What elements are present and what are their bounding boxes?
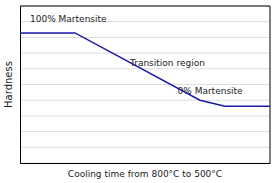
axis-line: [21, 163, 271, 164]
grid-line: [20, 100, 270, 101]
grid: [20, 6, 270, 163]
y-axis: [20, 7, 22, 164]
grid-line: [20, 6, 270, 7]
grid-line: [20, 37, 270, 38]
axis-line: [20, 7, 21, 164]
marks: [20, 33, 270, 106]
grid-line: [20, 163, 270, 164]
x-axis-title: Cooling time from 800°C to 500°C: [68, 169, 222, 179]
annotation: Transition region: [129, 58, 205, 68]
line: [20, 33, 270, 106]
frame: [20, 6, 270, 7]
x-axis: [21, 163, 271, 164]
annotations: 100% Martensite Transition region 0% Marte…: [30, 14, 243, 96]
annotation: 100% Martensite: [30, 14, 107, 24]
grid-line: [20, 84, 270, 85]
plot-area: 100% Martensite Transition region 0% Marte…: [20, 6, 271, 164]
chart: 100% Martensite Transition region 0% Marte…: [0, 0, 278, 183]
grid-line: [20, 131, 270, 132]
y-axis-title: Hardness: [3, 61, 14, 108]
grid-line: [20, 147, 270, 148]
annotation: 0% Martensite: [178, 86, 244, 96]
grid-line: [20, 68, 270, 69]
grid-line: [20, 53, 270, 54]
grid-line: [20, 115, 270, 116]
frame: [270, 6, 271, 163]
